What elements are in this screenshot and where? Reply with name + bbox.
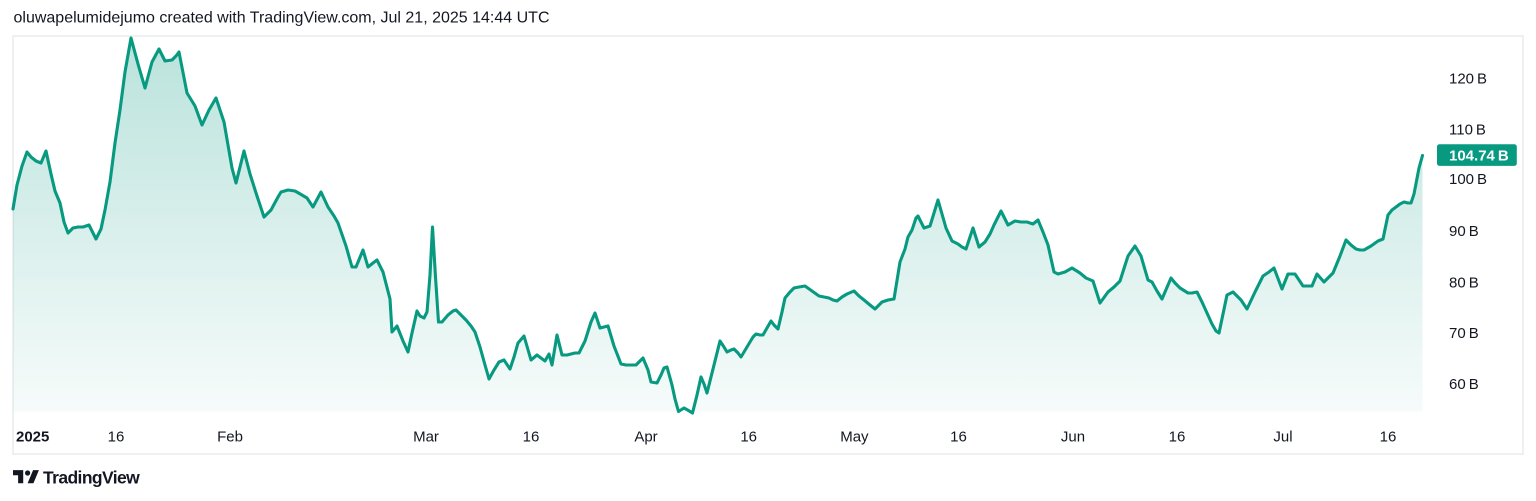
svg-text:Mar: Mar <box>413 429 439 446</box>
svg-text:90 B: 90 B <box>1449 223 1479 240</box>
svg-text:May: May <box>840 429 869 446</box>
svg-text:104.74 B: 104.74 B <box>1449 148 1509 165</box>
svg-text:Feb: Feb <box>217 429 243 446</box>
svg-text:100 B: 100 B <box>1449 171 1487 188</box>
svg-text:16: 16 <box>523 429 540 446</box>
svg-text:Jul: Jul <box>1273 429 1292 446</box>
svg-text:16: 16 <box>1169 429 1186 446</box>
svg-text:16: 16 <box>1380 429 1397 446</box>
svg-text:TradingView: TradingView <box>43 468 140 488</box>
svg-text:Apr: Apr <box>634 429 657 446</box>
svg-text:16: 16 <box>740 429 757 446</box>
svg-text:80 B: 80 B <box>1449 275 1479 292</box>
svg-text:oluwapelumidejumo created with: oluwapelumidejumo created with TradingVi… <box>14 10 550 27</box>
svg-text:Jun: Jun <box>1061 429 1085 446</box>
svg-text:2025: 2025 <box>16 429 49 446</box>
svg-text:16: 16 <box>108 429 125 446</box>
svg-text:70 B: 70 B <box>1449 325 1479 342</box>
svg-text:16: 16 <box>950 429 967 446</box>
svg-text:60 B: 60 B <box>1449 376 1479 393</box>
svg-text:120 B: 120 B <box>1449 71 1487 88</box>
svg-text:110 B: 110 B <box>1449 121 1486 138</box>
